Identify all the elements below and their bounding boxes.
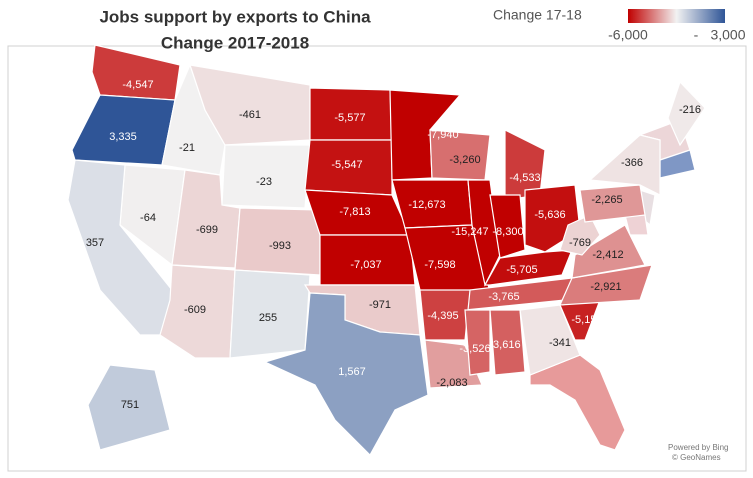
data-label: 3,335 (109, 131, 137, 143)
state (519, 304, 581, 376)
data-label: -21 (179, 142, 195, 154)
data-label: -8,300 (492, 226, 523, 238)
data-label: -12,673 (408, 199, 445, 211)
state (571, 224, 646, 279)
state (419, 289, 471, 341)
state (263, 292, 429, 456)
legend-gradient (628, 9, 725, 23)
state (464, 309, 491, 376)
labels: -4,547 3,335 -21 -461 -23 -64 357 -699 -993 -609 2… (86, 79, 701, 411)
state (489, 309, 526, 376)
data-label: -699 (196, 224, 218, 236)
data-label: -2,083 (436, 377, 467, 389)
legend-min: -6,000 (608, 27, 648, 43)
legend-max: 3,000 (710, 27, 745, 43)
data-label: -366 (621, 157, 643, 169)
data-label: -2,412 (592, 249, 623, 261)
chart-subtitle: Change 2017-2018 (161, 33, 309, 52)
data-label: -769 (569, 237, 591, 249)
chart-title: Jobs support by exports to China (99, 7, 371, 26)
legend-separator: - (694, 27, 699, 43)
data-label: 357 (86, 237, 104, 249)
data-label: -5,159 (571, 314, 602, 326)
data-label: -5,636 (534, 209, 565, 221)
data-label: -5,547 (331, 159, 362, 171)
states (67, 44, 706, 456)
legend-title: Change 17-18 (493, 7, 582, 23)
data-label: -609 (184, 304, 206, 316)
state (87, 364, 171, 451)
data-label: -5,577 (334, 112, 365, 124)
data-label: -216 (679, 104, 701, 116)
data-label: -7,598 (424, 259, 455, 271)
state (667, 80, 706, 147)
attribution: Powered by Bing (668, 443, 728, 452)
data-label: -23 (256, 176, 272, 188)
data-label: -2,265 (591, 194, 622, 206)
data-label: -341 (549, 337, 571, 349)
data-label: -971 (369, 299, 391, 311)
data-label: -5,705 (506, 264, 537, 276)
data-label: -7,037 (350, 259, 381, 271)
data-label: 751 (121, 399, 139, 411)
data-label: -4,547 (122, 79, 153, 91)
data-label: -2,921 (590, 281, 621, 293)
state (559, 264, 653, 306)
data-label: -3,260 (449, 154, 480, 166)
data-label: -7,813 (339, 206, 370, 218)
state (189, 64, 311, 146)
state-shape (529, 354, 626, 451)
data-label: 255 (259, 312, 277, 324)
data-label: -15,247 (451, 226, 488, 238)
state (221, 144, 311, 209)
data-label: -3,616 (489, 339, 520, 351)
data-label: -461 (239, 109, 261, 121)
data-label: -64 (140, 212, 156, 224)
state (579, 184, 646, 223)
data-label: -3,526 (459, 343, 490, 355)
data-label: -7,940 (427, 129, 458, 141)
data-label: -4,533 (509, 172, 540, 184)
data-label: 1,567 (338, 366, 366, 378)
data-label: -3,765 (488, 291, 519, 303)
attribution: © GeoNames (672, 453, 721, 462)
state (588, 134, 661, 196)
state (489, 194, 526, 259)
data-label: -993 (269, 240, 291, 252)
data-label: -4,395 (427, 310, 458, 322)
